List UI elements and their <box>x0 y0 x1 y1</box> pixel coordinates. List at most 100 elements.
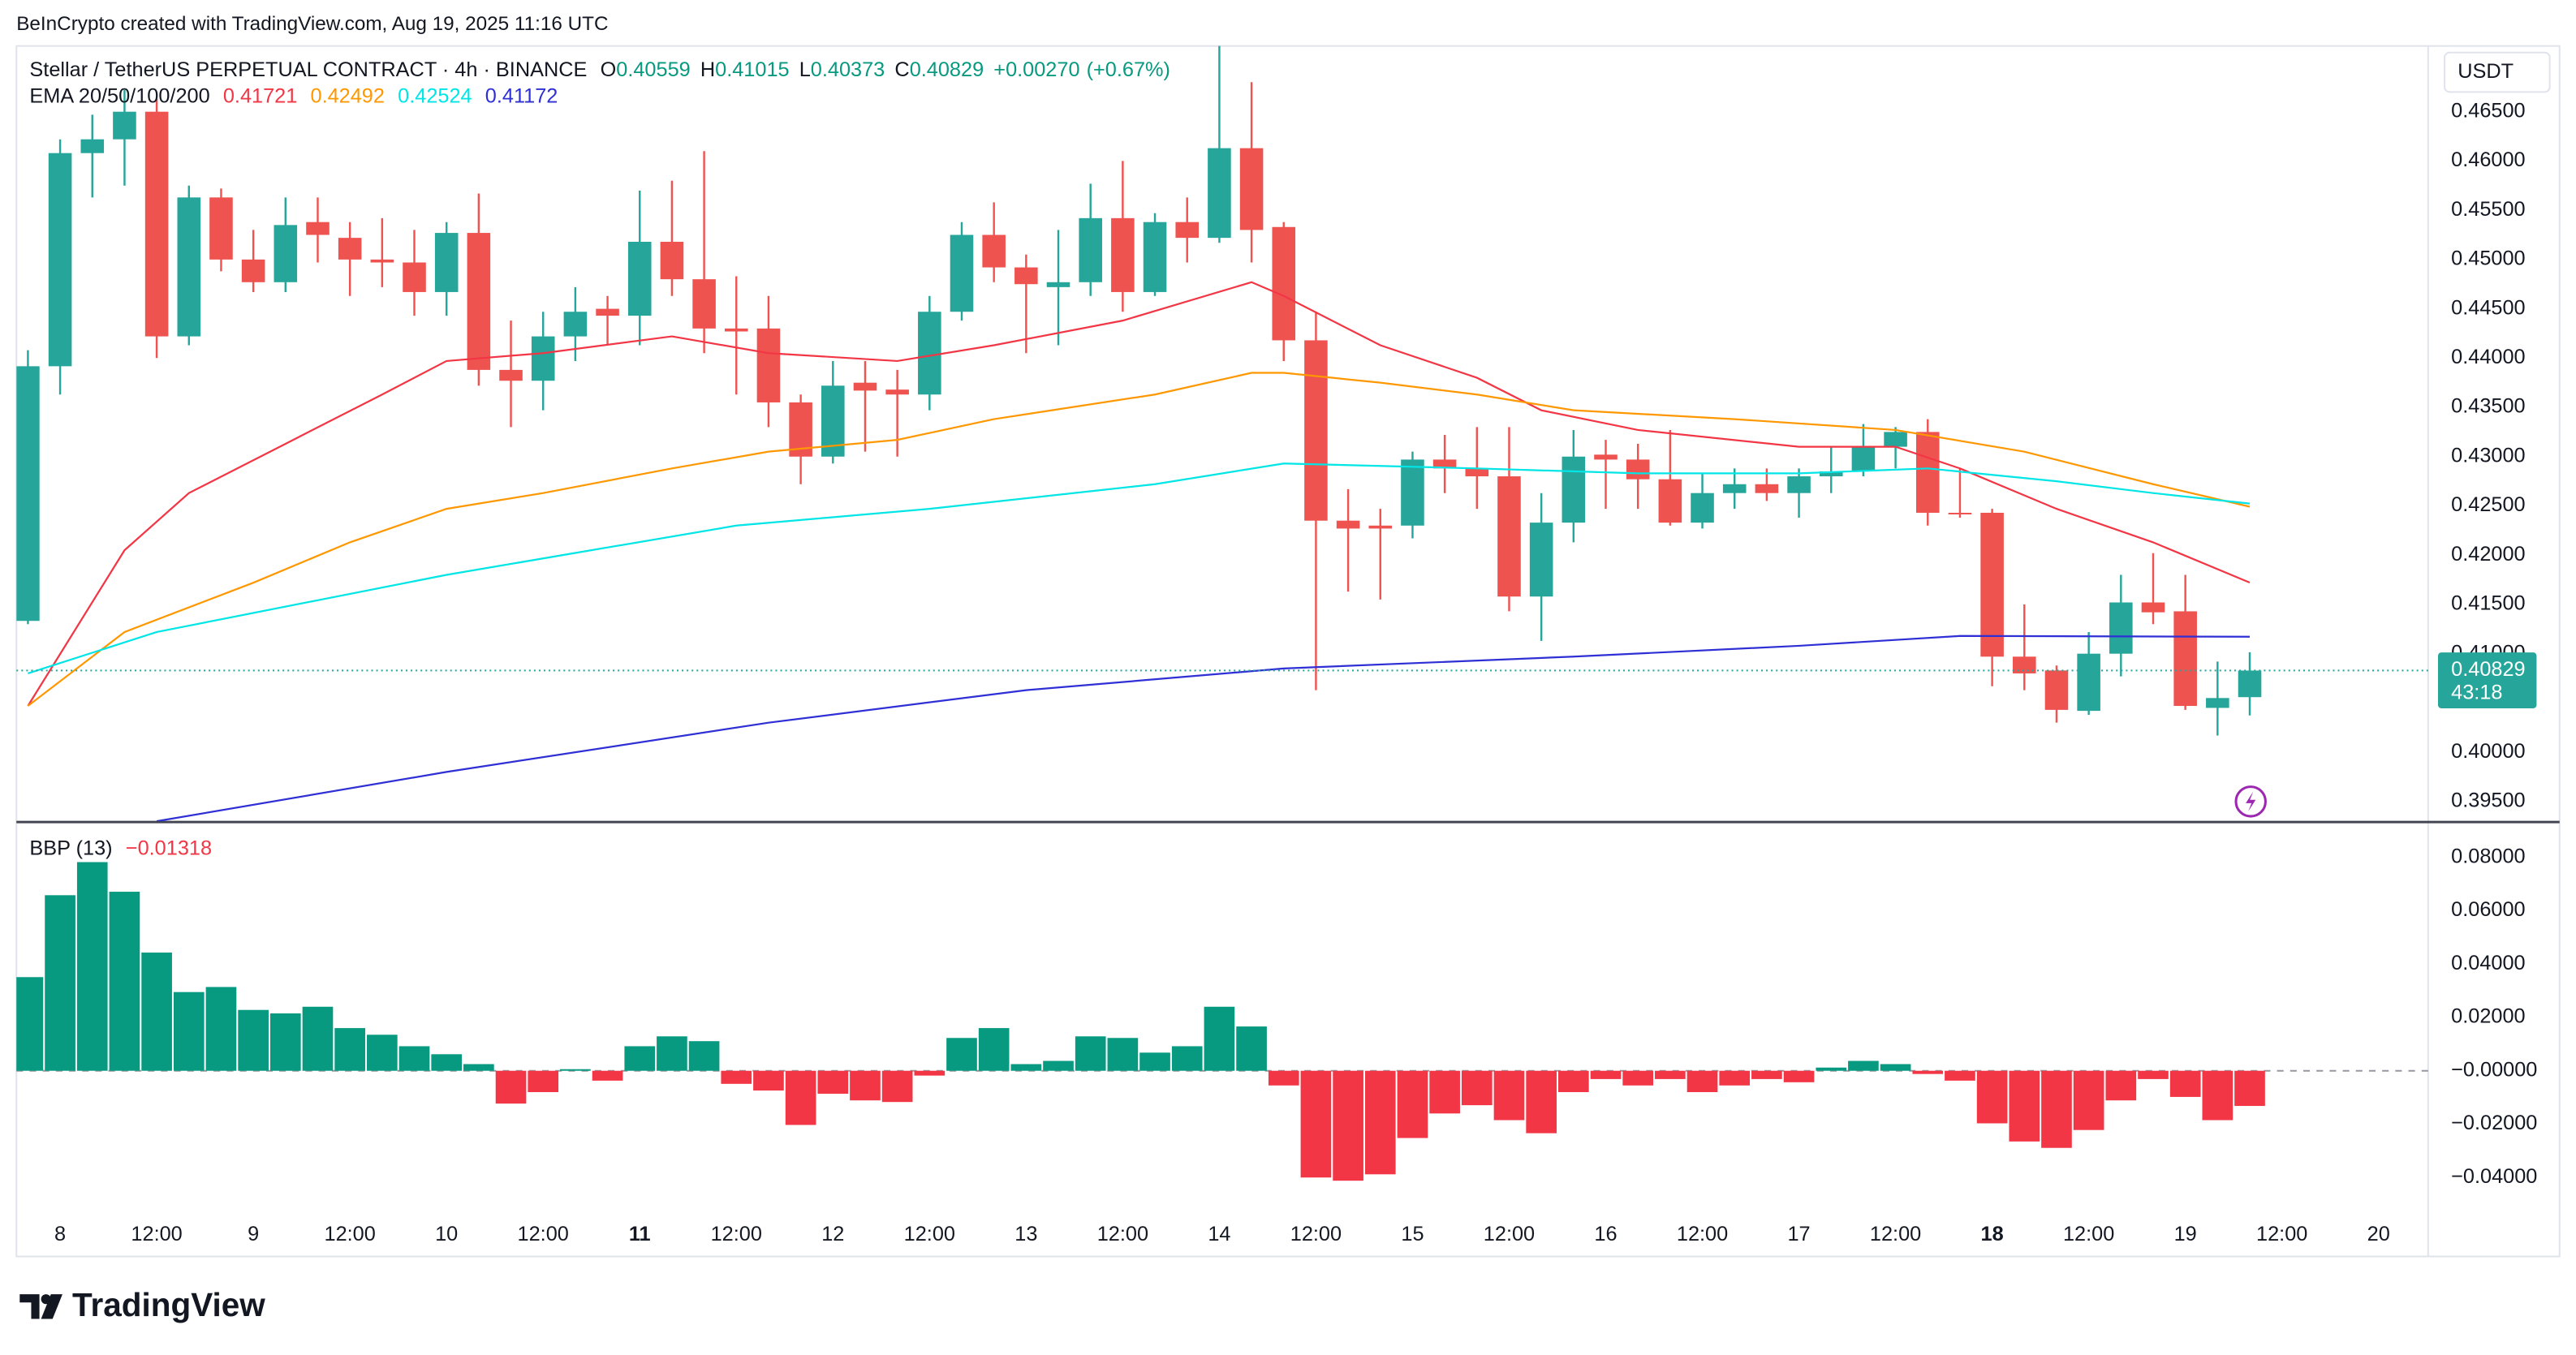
bar <box>817 1070 849 1094</box>
chart-frame <box>15 45 2561 1258</box>
bar <box>688 1041 720 1071</box>
bar <box>1526 1070 1557 1133</box>
legend-letter: L <box>799 58 811 81</box>
legend-change: +0.00270 <box>993 58 1079 81</box>
bar <box>1976 1070 2008 1124</box>
logo <box>19 1294 62 1319</box>
legend-value: 0.41172 <box>485 84 558 107</box>
y-tick-label: 0.43000 <box>2451 444 2525 467</box>
y-tick-label: 0.44000 <box>2451 346 2525 368</box>
ema-line <box>156 634 2250 822</box>
y-tick-label: 0.08000 <box>2451 845 2525 867</box>
candle-body <box>1722 484 1747 493</box>
currency-box[interactable] <box>2444 51 2551 93</box>
bar <box>560 1069 591 1071</box>
candle-body <box>80 139 105 153</box>
bar <box>45 895 75 1071</box>
alert-icon[interactable] <box>2234 785 2267 818</box>
bar <box>495 1070 527 1104</box>
legend-title: EMA 20/50/100/200 <box>29 84 209 107</box>
ema-line <box>28 462 2251 674</box>
candle-body <box>2206 698 2229 708</box>
y-tick-label: 0.04000 <box>2451 952 2525 974</box>
candle-body <box>403 262 426 292</box>
candle-body <box>756 328 781 402</box>
legend-letter: O <box>601 58 617 81</box>
bar <box>2138 1070 2169 1079</box>
candle-body <box>853 382 877 391</box>
candle-body <box>338 238 362 260</box>
price-tag <box>2437 652 2537 708</box>
y-tick-label: 0.42000 <box>2451 543 2525 566</box>
candle-body <box>1529 523 1553 597</box>
x-tick-label: 8 <box>54 1223 66 1245</box>
legend-value: 0.40373 <box>811 58 885 81</box>
candle-body <box>274 225 298 282</box>
x-tick-label: 12:00 <box>1097 1223 1148 1245</box>
candle-body <box>885 389 909 395</box>
x-tick-label: 12:00 <box>711 1223 762 1245</box>
x-tick-label: 12:00 <box>2256 1223 2307 1245</box>
bar <box>881 1070 913 1103</box>
price-tag-countdown: 43:18 <box>2451 681 2502 703</box>
x-tick-label: 20 <box>2367 1223 2390 1245</box>
bar <box>914 1070 946 1076</box>
bar <box>946 1038 977 1071</box>
bar <box>1751 1070 1782 1079</box>
candle-body <box>16 366 40 622</box>
candle-body <box>2173 611 2197 707</box>
candle-body <box>1111 217 1135 292</box>
candles <box>16 45 2262 736</box>
bar <box>1912 1070 1944 1074</box>
y-tick-label: −0.00000 <box>2451 1058 2537 1081</box>
x-tick-label: 12:00 <box>2063 1223 2114 1245</box>
candle-body <box>48 153 72 367</box>
legend-value: 0.42492 <box>311 84 385 107</box>
bar <box>1236 1026 1267 1071</box>
y-tick-label: 0.40000 <box>2451 740 2525 763</box>
bar <box>431 1054 463 1071</box>
bar <box>463 1064 494 1071</box>
bar <box>1075 1036 1106 1071</box>
candle-body <box>1014 267 1038 285</box>
candle-body <box>499 369 523 381</box>
bar <box>978 1028 1010 1071</box>
candle-body <box>1336 520 1360 529</box>
x-tick-label: 12:00 <box>518 1223 569 1245</box>
attribution: BeInCrypto created with TradingView.com,… <box>16 13 608 35</box>
bar <box>1880 1064 1911 1071</box>
candle-body <box>918 312 941 395</box>
candle-body <box>1401 459 1424 526</box>
bar <box>1107 1038 1139 1071</box>
candle-body <box>144 111 169 337</box>
bar <box>205 987 237 1071</box>
bar <box>1719 1070 1751 1086</box>
bar <box>1783 1070 1815 1082</box>
bar <box>1043 1060 1074 1071</box>
legend-value: −0.01318 <box>126 837 212 859</box>
candle-body <box>1819 471 1843 477</box>
y-tick-label: 0.45500 <box>2451 198 2525 221</box>
x-tick-label: 17 <box>1787 1223 1810 1245</box>
candle-body <box>1980 512 2004 657</box>
bar <box>1816 1067 1847 1071</box>
bar <box>657 1036 687 1071</box>
x-tick-label: 19 <box>2174 1223 2197 1245</box>
bar <box>528 1070 559 1093</box>
x-tick-label: 12:00 <box>325 1223 376 1245</box>
candle-body <box>1272 226 1296 341</box>
ema-line <box>27 281 2251 707</box>
bar <box>141 953 172 1071</box>
legend-value: 0.40559 <box>616 58 690 81</box>
y-tick-label: 0.41500 <box>2451 592 2525 615</box>
bar <box>721 1070 752 1084</box>
candle-body <box>596 308 619 316</box>
x-tick-label: 9 <box>248 1223 259 1245</box>
candle-body <box>177 197 201 337</box>
bar <box>1945 1070 1975 1081</box>
candle-body <box>1239 148 1264 230</box>
candle-body <box>1368 525 1393 529</box>
ema-lines <box>27 281 2251 822</box>
bar <box>1171 1046 1203 1071</box>
candle-body <box>1691 493 1714 523</box>
